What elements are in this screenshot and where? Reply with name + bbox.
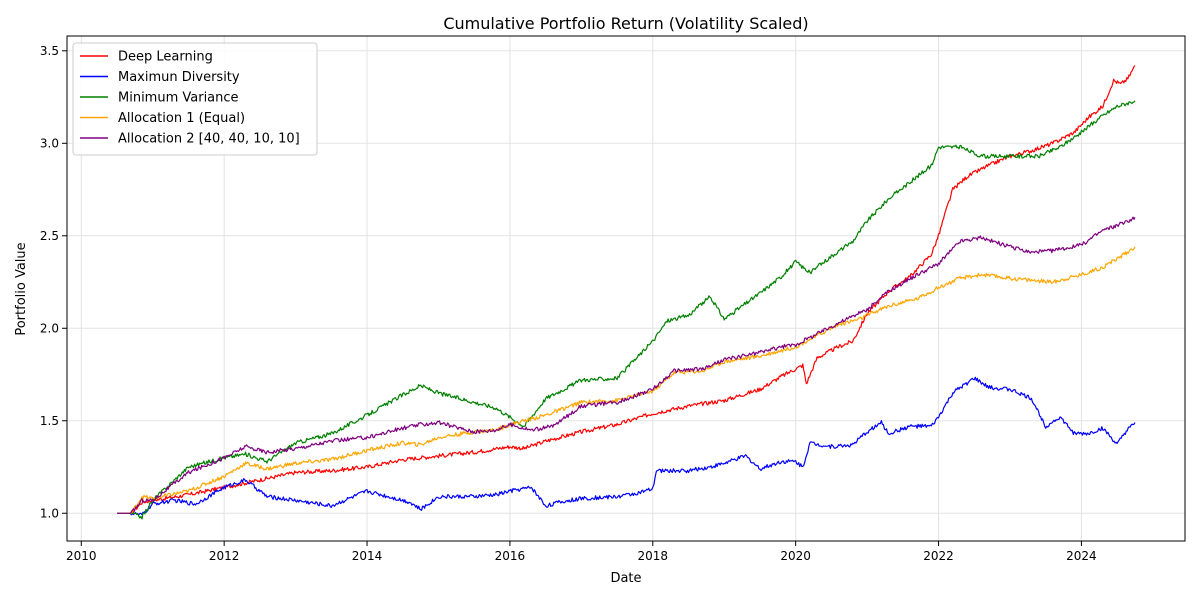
- legend-label: Deep Learning: [118, 50, 213, 65]
- legend: Deep Learning Maximun Diversity Minimum Va…: [72, 42, 318, 156]
- series-line-1: [117, 65, 1136, 514]
- y-tick-label: 3.0: [40, 136, 59, 150]
- x-tick-label: 2012: [209, 549, 240, 563]
- legend-box: [72, 42, 318, 156]
- x-tick-label: 2018: [638, 549, 669, 563]
- legend-label: Maximun Diversity: [118, 70, 240, 85]
- plot-frame: [66, 35, 1186, 542]
- series-line-5: [117, 216, 1136, 514]
- series-line-3: [117, 100, 1136, 520]
- x-tick-label: 2020: [780, 549, 811, 563]
- legend-label: Minimum Variance: [118, 91, 239, 106]
- y-tick-label: 3.5: [40, 44, 59, 58]
- y-tick-label: 1.5: [40, 414, 59, 428]
- legend-label: Allocation 1 (Equal): [118, 111, 245, 126]
- x-tick-label: 2024: [1066, 549, 1097, 563]
- x-tick-label: 2016: [495, 549, 526, 563]
- x-axis-label: Date: [610, 571, 641, 586]
- x-tick-label: 2010: [66, 549, 97, 563]
- chart-title: Cumulative Portfolio Return (Volatility …: [443, 14, 808, 33]
- tick-layer: 2010 2012 2014 2016 2018 2020 2022 2024 1.0 1.5 2.…: [40, 44, 1097, 563]
- grid-layer: [67, 36, 1185, 541]
- y-tick-label: 2.5: [40, 229, 59, 243]
- y-tick-label: 2.0: [40, 321, 59, 335]
- y-tick-label: 1.0: [40, 506, 59, 520]
- legend-label: Allocation 2 [40, 40, 10, 10]: [118, 132, 300, 147]
- x-tick-label: 2022: [923, 549, 954, 563]
- series-layer: [117, 65, 1136, 520]
- series-line-2: [117, 376, 1136, 516]
- x-tick-label: 2014: [352, 549, 383, 563]
- y-axis-label: Portfolio Value: [14, 242, 29, 335]
